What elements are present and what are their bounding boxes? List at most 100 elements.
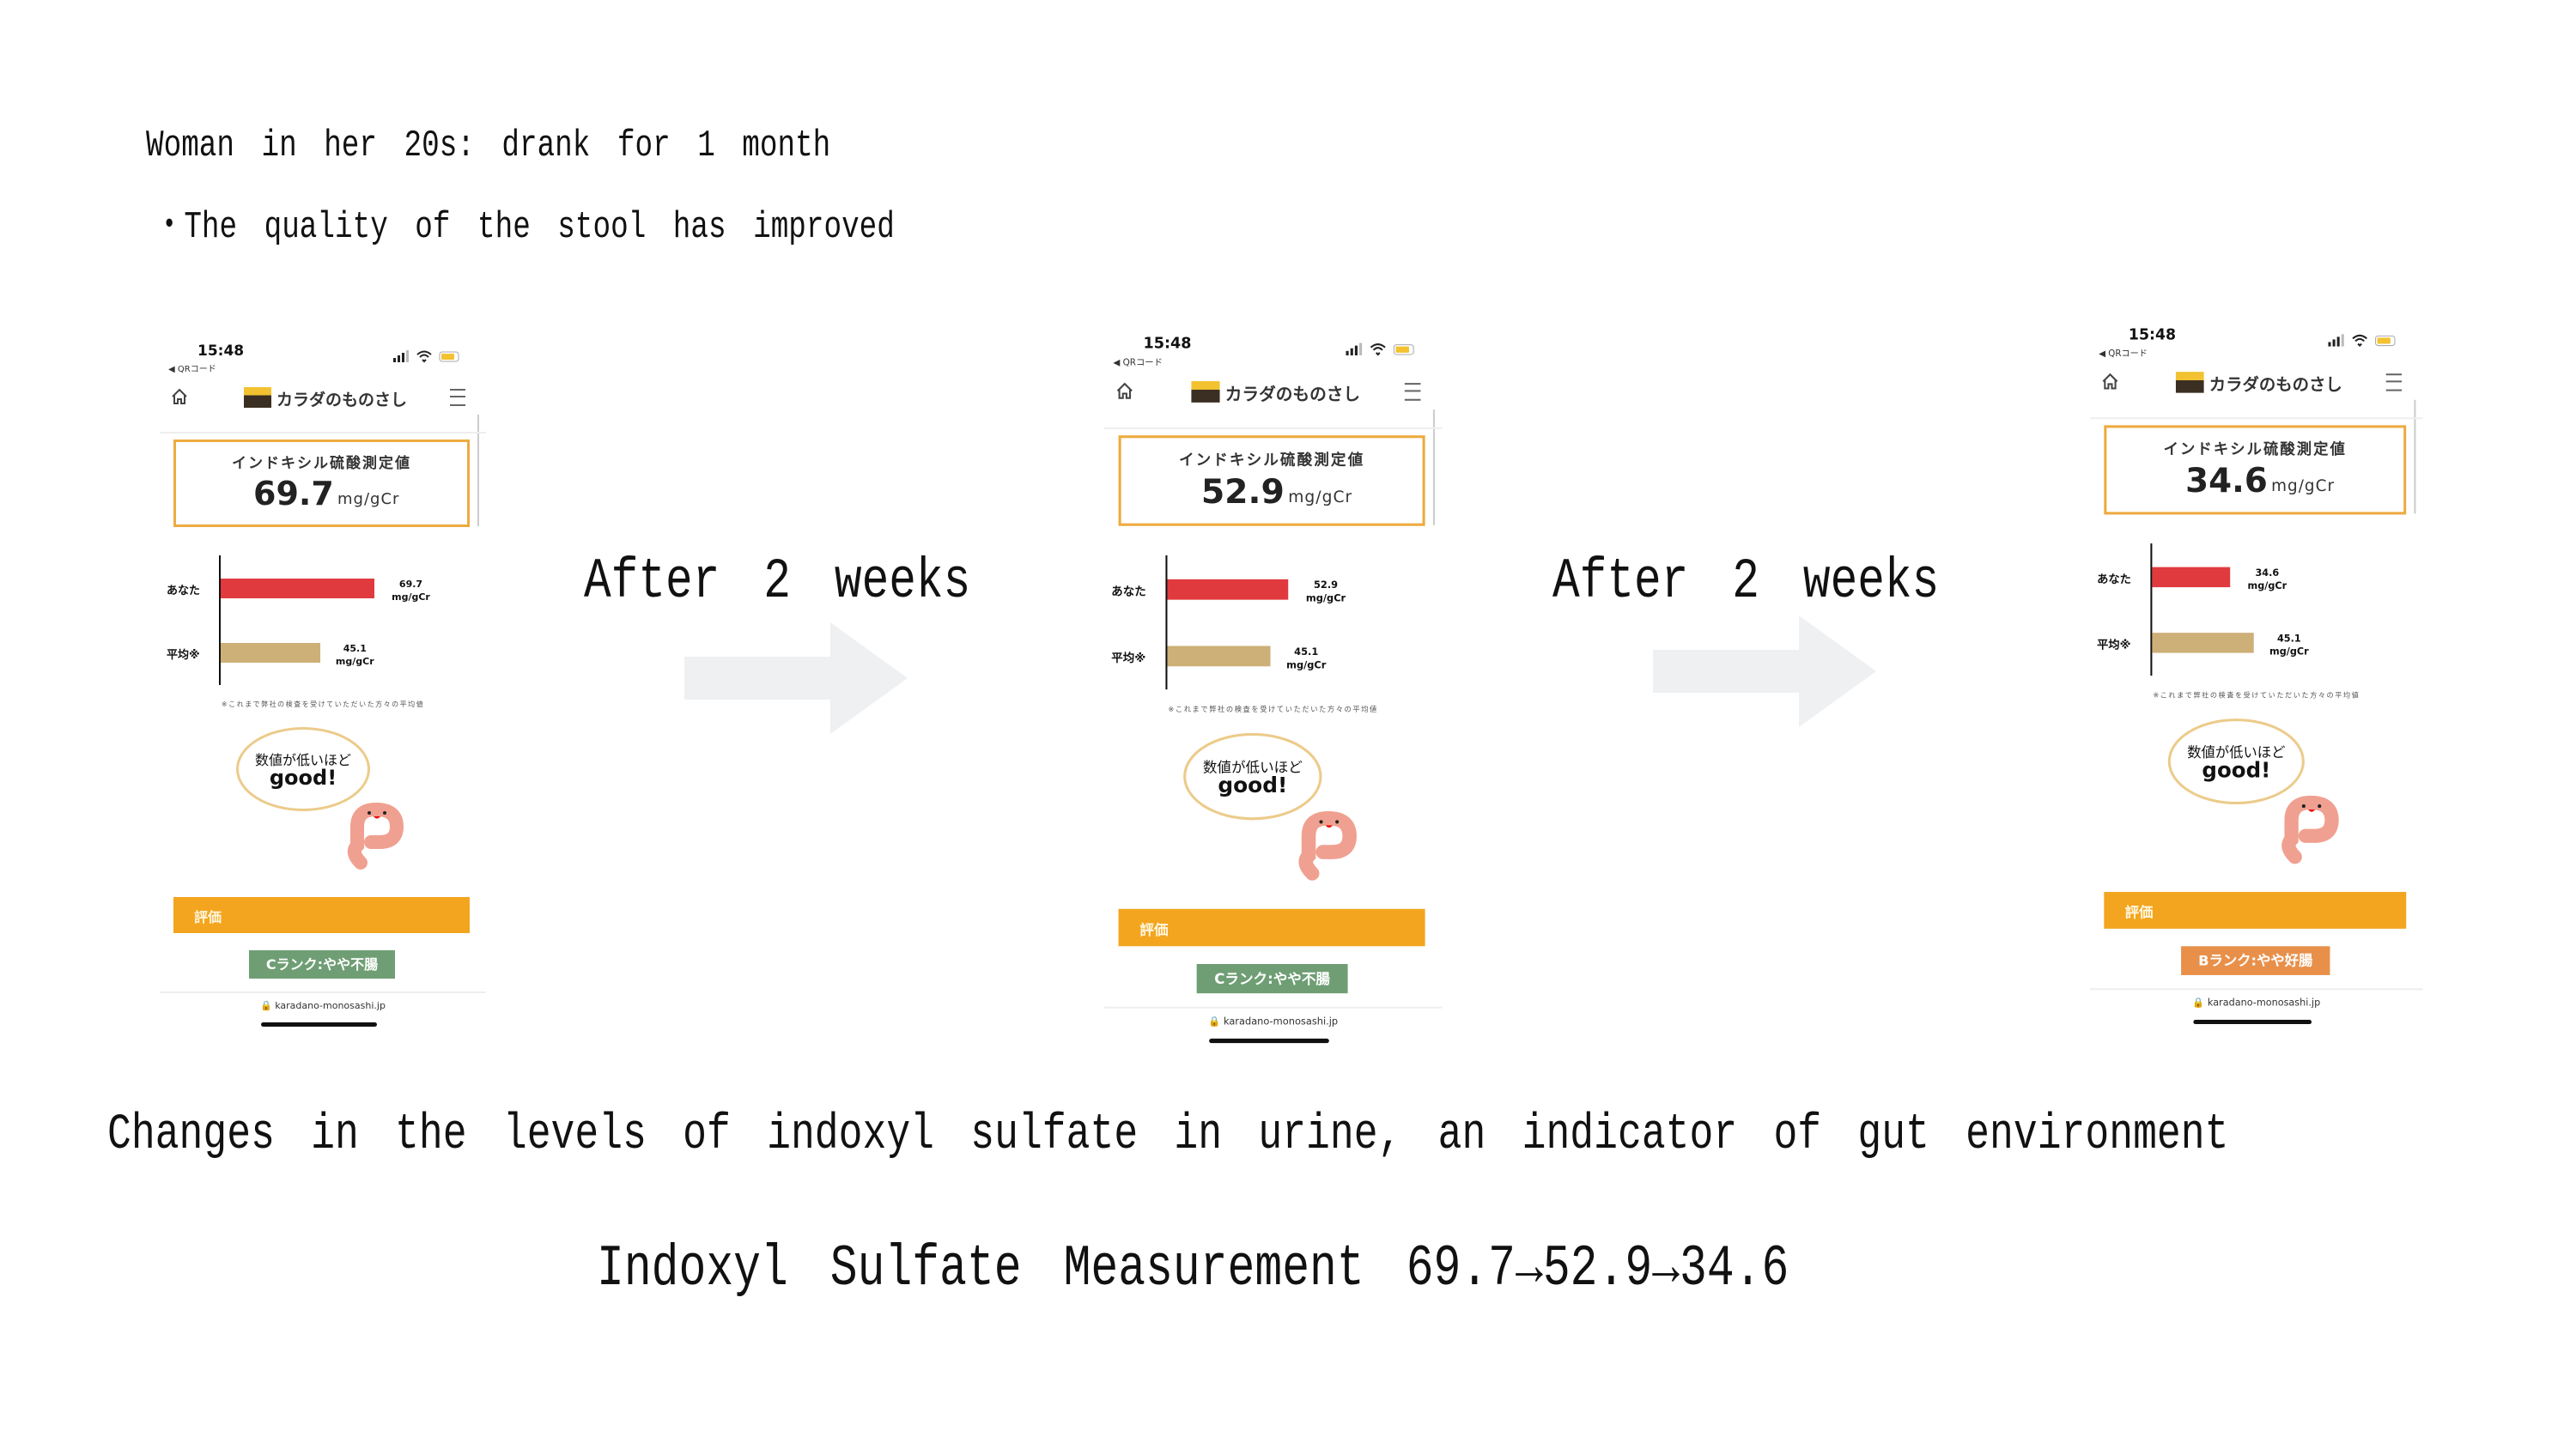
speech-bubble: 数値が低いほど good! (2167, 718, 2305, 805)
you-value-unit: mg/gCr (2247, 579, 2287, 592)
you-value-unit: mg/gCr (1305, 592, 1346, 604)
measurement-box: インドキシル硫酸測定値 34.6 mg/gCr (2104, 425, 2407, 515)
status-time: 15:48 (2128, 326, 2177, 344)
average-bar-value: 45.1 mg/gCr (2269, 632, 2309, 658)
evaluation-label: 評価 (194, 909, 222, 925)
home-indicator (261, 1022, 377, 1027)
speech-bubble: 数値が低いほど good! (1183, 732, 1322, 821)
average-label: 平均※ (2097, 639, 2131, 652)
brand-name: カラダのものさし (2208, 375, 2342, 395)
chart-axis (219, 555, 221, 685)
average-label: 平均※ (1111, 652, 1146, 666)
measurement-label: インドキシル硫酸測定値 (2163, 440, 2347, 459)
chart-axis (1165, 555, 1168, 690)
average-bar (1167, 646, 1271, 667)
you-label: あなた (167, 585, 201, 597)
measurement-box: インドキシル硫酸測定値 52.9 mg/gCr (1118, 435, 1425, 526)
scrollbar[interactable] (1432, 409, 1436, 525)
battery-icon (1393, 344, 1414, 355)
brand-logo (2175, 372, 2204, 393)
intestine-mascot-icon (1298, 810, 1357, 881)
home-icon[interactable] (170, 387, 189, 406)
speech-bubble: 数値が低いほど good! (236, 727, 370, 811)
bubble-good: good! (2202, 757, 2271, 783)
evaluation-header: 評価 (1118, 908, 1425, 947)
you-label: あなた (1111, 585, 1146, 599)
scrollbar[interactable] (2414, 399, 2416, 514)
you-bar-value: 69.7 mg/gCr (392, 578, 430, 603)
scrollbar[interactable] (477, 415, 479, 526)
home-icon[interactable] (1115, 381, 1134, 401)
bubble-good: good! (1218, 773, 1288, 798)
average-value-number: 45.1 (1294, 646, 1319, 658)
phone-screenshot-1: 15:48 ◀ QRコード カラダのものさし インドキシル硫酸測定値 69.7 … (160, 337, 486, 1038)
average-value-unit: mg/gCr (2269, 646, 2309, 658)
caption-indicator: Changes in the levels of indoxyl sulfate… (107, 1107, 2229, 1163)
menu-icon[interactable] (1404, 383, 1421, 401)
divider (1104, 427, 1443, 429)
bubble-text: 数値が低いほど (2187, 743, 2286, 761)
you-bar (1167, 579, 1289, 600)
signal-icon (1346, 343, 1363, 356)
menu-icon[interactable] (2385, 373, 2403, 391)
brand-logo (244, 387, 271, 408)
measurement-unit: mg/gCr (1288, 488, 1353, 506)
url-bar[interactable]: 🔒 karadano-monosashi.jp (2192, 997, 2321, 1009)
you-bar-value: 34.6 mg/gCr (2248, 567, 2287, 593)
average-label: 平均※ (167, 649, 200, 662)
brand-name: カラダのものさし (276, 391, 408, 409)
average-footnote: ※これまで弊社の検査を受けていただいた方々の平均値 (1168, 705, 1378, 714)
back-link[interactable]: ◀ QRコード (2099, 349, 2148, 359)
average-value-unit: mg/gCr (335, 656, 374, 667)
brand-logo (1191, 381, 1220, 403)
transition-label-2: After 2 weeks (1552, 549, 1940, 614)
you-bar (221, 579, 375, 598)
measurement-value: 52.9 (1200, 471, 1285, 512)
average-value-unit: mg/gCr (1286, 658, 1327, 671)
average-footnote: ※これまで弊社の検査を受けていただいた方々の平均値 (221, 700, 425, 708)
average-bar-value: 45.1 mg/gCr (336, 642, 374, 668)
measurement-value: 69.7 (253, 475, 334, 512)
measurement-unit: mg/gCr (337, 490, 400, 508)
divider (1104, 1006, 1443, 1009)
average-bar-value: 45.1 mg/gCr (1286, 645, 1326, 671)
transition-label-1: After 2 weeks (584, 549, 971, 614)
url-bar[interactable]: 🔒 karadano-monosashi.jp (1208, 1016, 1339, 1028)
battery-icon (439, 351, 459, 362)
bubble-text: 数値が低いほど (1202, 758, 1303, 776)
divider (2090, 417, 2423, 420)
you-bar (2152, 567, 2231, 588)
status-icons (1346, 343, 1414, 356)
home-indicator (2193, 1019, 2312, 1025)
wifi-icon (1370, 343, 1386, 356)
evaluation-header: 評価 (2104, 892, 2407, 929)
menu-icon[interactable] (450, 389, 465, 406)
evaluation-header: 評価 (173, 897, 470, 933)
intestine-mascot-icon (2281, 795, 2339, 864)
back-link[interactable]: ◀ QRコード (1113, 358, 1163, 368)
status-time: 15:48 (197, 343, 245, 360)
measurement-value: 34.6 (2185, 461, 2268, 500)
phone-screenshot-3: 15:48 ◀ QRコード カラダのものさし インドキシル硫酸測定値 34.6 … (2090, 321, 2423, 1036)
rank-badge: Cランク:やや不腸 (1196, 963, 1348, 994)
caption-result: ・The quality of the stool has improved (155, 206, 895, 249)
average-bar (2152, 633, 2254, 653)
average-bar (221, 643, 320, 663)
average-value-number: 45.1 (343, 643, 367, 654)
phone-screenshot-2: 15:48 ◀ QRコード カラダのものさし インドキシル硫酸測定値 52.9 … (1104, 330, 1443, 1055)
intestine-mascot-icon (347, 802, 404, 870)
you-value-number: 34.6 (2255, 567, 2280, 579)
back-link[interactable]: ◀ QRコード (168, 365, 216, 374)
chart-axis (2150, 543, 2153, 676)
status-icons (2328, 334, 2396, 348)
measurement-label: インドキシル硫酸測定値 (232, 455, 411, 472)
caption-measurement: Indoxyl Sulfate Measurement 69.7→52.9→34… (597, 1236, 1789, 1302)
you-value-number: 52.9 (1313, 579, 1339, 591)
url-bar[interactable]: 🔒 karadano-monosashi.jp (260, 1000, 386, 1011)
arrow-right-icon (1653, 615, 1876, 727)
divider (2090, 988, 2423, 991)
status-time: 15:48 (1143, 335, 1192, 353)
home-icon[interactable] (2100, 372, 2119, 391)
bubble-good: good! (269, 766, 337, 790)
evaluation-label: 評価 (2124, 904, 2154, 921)
